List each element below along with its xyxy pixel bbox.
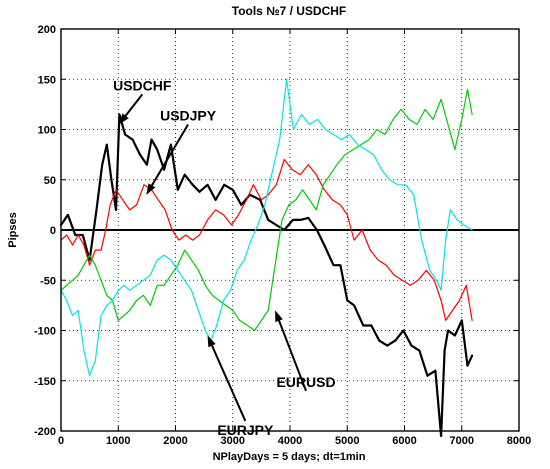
annotation-arrow-line-eurusd <box>276 316 307 392</box>
x-tick-label-7: 7000 <box>450 435 474 447</box>
x-tick-label-0: 0 <box>58 435 64 447</box>
chart-title: Tools №7 / USDCHF <box>232 4 347 18</box>
annotation-arrow-line-eurjpy <box>209 341 247 422</box>
annotation-arrow-head-eurjpy <box>207 335 216 348</box>
y-axis-label: Pipses <box>7 212 19 247</box>
series-line-usdchf <box>59 113 474 438</box>
annotation-arrow-line-usdchf <box>122 93 144 120</box>
y-tick-label-4: 0 <box>50 225 56 237</box>
series-layer <box>59 78 474 438</box>
series-line-eurjpy <box>60 78 473 377</box>
annotation-label-usdjpy: USDJPY <box>160 107 217 123</box>
series-line-eurusd <box>60 88 473 332</box>
y-tick-label-0: -200 <box>34 426 56 438</box>
series-line-usdjpy <box>60 159 473 321</box>
y-tick-label-5: 50 <box>44 175 56 187</box>
annotation-arrow-head-usdjpy <box>146 183 156 195</box>
y-tick-label-6: 100 <box>38 125 56 137</box>
y-tick-label-3: -50 <box>40 275 56 287</box>
x-tick-label-8: 8000 <box>507 435 531 447</box>
x-tick-label-3: 3000 <box>221 435 245 447</box>
x-tick-label-4: 4000 <box>278 435 302 447</box>
y-tick-label-7: 150 <box>38 74 56 86</box>
annotation-label-usdchf: USDCHF <box>113 77 172 93</box>
y-tick-label-1: -150 <box>34 376 56 388</box>
annotation-arrow-head-usdchf <box>118 113 129 125</box>
annotation-label-eurusd: EURUSD <box>276 374 335 390</box>
axes-layer: 0 1000 2000 3000 4000 5000 6000 7000 8000-200-15… <box>34 24 531 447</box>
annotation-label-eurjpy: EURJPY <box>217 422 274 438</box>
annotation-arrow-line-usdjpy <box>149 123 189 190</box>
annotation-layer: USDCHF USDJPY EURUSD EURJPY <box>113 77 335 438</box>
x-tick-label-2: 2000 <box>163 435 187 447</box>
y-tick-label-8: 200 <box>38 24 56 36</box>
annotation-arrow-head-eurusd <box>275 310 283 323</box>
y-tick-label-2: -100 <box>34 326 56 338</box>
x-tick-label-5: 5000 <box>335 435 359 447</box>
x-tick-label-6: 6000 <box>392 435 416 447</box>
x-tick-label-1: 1000 <box>106 435 130 447</box>
x-axis-label: NPlayDays = 5 days; dt=1min <box>213 451 366 463</box>
